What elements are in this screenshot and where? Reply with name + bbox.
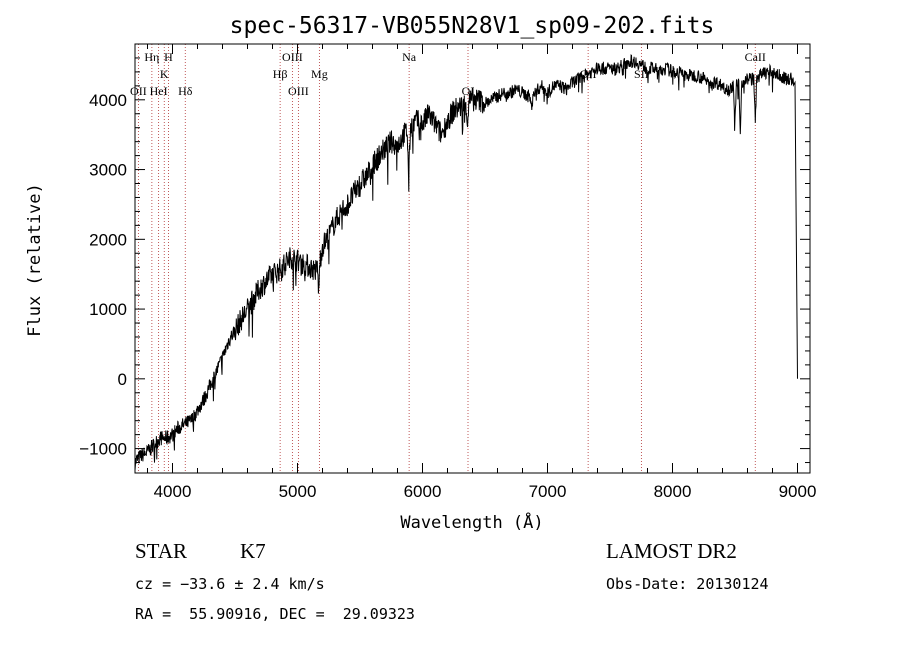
spectral-line-label: Hδ	[178, 84, 193, 98]
y-axis-ticks: −1000 0 1000 2000 3000 4000	[79, 57, 810, 464]
spectral-line-label: Mg	[311, 67, 328, 81]
spectral-line-label: OII	[130, 84, 147, 98]
x-axis-label: Wavelength (Å)	[400, 511, 543, 533]
survey-name: LAMOST DR2	[606, 539, 737, 563]
x-tick-label: 5000	[279, 482, 317, 501]
spectral-line-label: Hβ	[273, 67, 288, 81]
x-axis-ticks: 4000 5000 6000 7000 8000 9000	[147, 44, 817, 501]
x-tick-label: 6000	[404, 482, 442, 501]
spectrum-series-line	[134, 54, 798, 471]
y-tick-label: 0	[118, 370, 127, 389]
y-tick-label: 1000	[89, 300, 127, 319]
coordinates: RA = 55.90916, DEC = 29.09323	[135, 605, 415, 623]
spectral-line-label: K	[160, 67, 169, 81]
object-class: STAR	[135, 539, 187, 563]
spectral-line-label: H	[164, 50, 173, 64]
plot-frame	[134, 43, 811, 474]
spectral-line-label: Na	[402, 50, 417, 64]
chart-title: spec-56317-VB055N28V1_sp09-202.fits	[230, 13, 715, 39]
y-tick-label: 3000	[89, 161, 127, 180]
x-tick-label: 7000	[529, 482, 567, 501]
y-tick-label: −1000	[79, 440, 127, 459]
spectral-line-label: Hη	[144, 50, 159, 64]
y-tick-label: 2000	[89, 230, 127, 249]
x-tick-label: 4000	[154, 482, 192, 501]
y-axis-label: Flux (relative)	[25, 183, 45, 337]
x-tick-label: 9000	[779, 482, 817, 501]
spectral-line-label: OIII	[288, 84, 309, 98]
object-subclass: K7	[240, 539, 266, 563]
spectral-line-label: OIII	[282, 50, 303, 64]
y-tick-label: 4000	[89, 91, 127, 110]
spectral-line-markers	[137, 44, 756, 473]
redshift-velocity: cz = −33.6 ± 2.4 km/s	[135, 575, 325, 593]
x-tick-label: 8000	[654, 482, 692, 501]
observation-date: Obs-Date: 20130124	[606, 575, 769, 593]
spectral-line-label: CaII	[745, 50, 766, 64]
spectral-line-label: HeI	[150, 84, 168, 98]
